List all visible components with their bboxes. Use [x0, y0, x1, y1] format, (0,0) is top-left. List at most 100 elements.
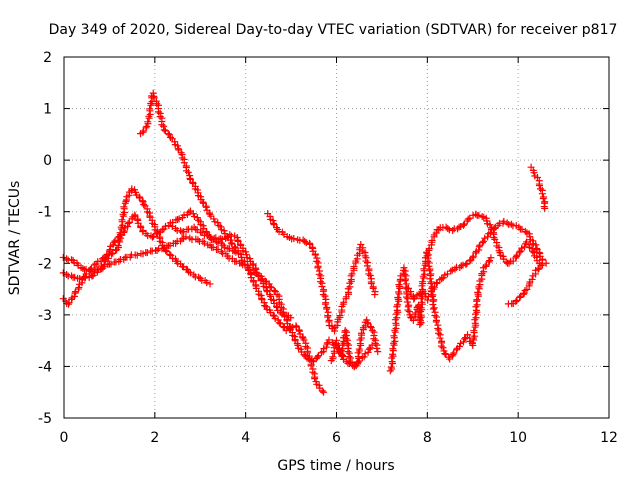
data-point: [362, 257, 370, 265]
data-point: [143, 249, 151, 257]
data-point: [271, 315, 279, 323]
data-point: [432, 280, 440, 288]
data-point: [160, 122, 168, 130]
data-point: [287, 314, 295, 322]
data-point: [314, 264, 322, 272]
data-point: [344, 348, 352, 356]
data-point: [194, 236, 202, 244]
data-point: [124, 219, 132, 227]
data-point: [270, 286, 278, 294]
data-point: [123, 223, 131, 231]
data-point: [205, 232, 213, 240]
data-point: [437, 342, 445, 350]
data-point: [462, 260, 470, 268]
data-point: [85, 267, 93, 275]
data-point: [441, 350, 449, 358]
y-tick-label: -3: [38, 308, 52, 324]
data-point: [432, 318, 440, 326]
data-point: [167, 251, 175, 259]
y-tick-label: 2: [43, 50, 52, 66]
data-point: [71, 273, 79, 281]
series-track-g: [327, 316, 382, 370]
data-point: [308, 356, 316, 364]
data-point: [133, 251, 141, 259]
data-point: [374, 348, 382, 356]
data-point: [118, 216, 126, 224]
data-point: [368, 327, 376, 335]
data-point: [212, 234, 220, 242]
data-point: [485, 258, 493, 266]
data-point: [512, 298, 520, 306]
data-point: [227, 239, 235, 247]
data-point: [541, 204, 549, 212]
data-point: [324, 313, 332, 321]
data-point: [140, 200, 148, 208]
data-point: [318, 387, 326, 395]
data-point: [218, 235, 226, 243]
data-point: [320, 388, 328, 396]
data-point: [231, 243, 239, 251]
data-point: [521, 243, 529, 251]
data-point: [473, 296, 481, 304]
data-point: [182, 233, 190, 241]
data-point: [146, 105, 154, 113]
data-point: [464, 215, 472, 223]
data-point: [142, 124, 150, 132]
data-point: [318, 282, 326, 290]
x-tick-label: 8: [423, 430, 432, 446]
series-track-e: [168, 222, 295, 322]
data-point: [519, 290, 527, 298]
data-point: [166, 250, 174, 258]
data-point: [401, 277, 409, 285]
data-point: [487, 254, 495, 262]
series-track-f: [264, 210, 379, 335]
data-point: [345, 352, 353, 360]
data-point: [321, 300, 329, 308]
data-point: [358, 329, 366, 337]
data-point: [373, 344, 381, 352]
y-tick-label: 1: [43, 102, 52, 118]
data-point: [390, 332, 398, 340]
data-point: [457, 262, 465, 270]
x-tick-label: 4: [241, 430, 250, 446]
data-point: [435, 329, 443, 337]
data-point: [311, 251, 319, 259]
data-point: [203, 279, 211, 287]
data-point: [158, 121, 166, 129]
data-point: [341, 327, 349, 335]
data-point: [532, 241, 540, 249]
grid: [64, 57, 609, 418]
data-point: [512, 253, 520, 261]
data-point: [365, 345, 373, 353]
data-point: [319, 348, 327, 356]
data-point: [323, 340, 331, 348]
data-point: [416, 317, 424, 325]
y-tick-label: -2: [38, 256, 52, 272]
data-point: [340, 298, 348, 306]
data-point: [276, 308, 284, 316]
data-point: [474, 288, 482, 296]
data-point: [521, 227, 529, 235]
data-point: [417, 304, 425, 312]
data-point: [59, 253, 67, 261]
data-point: [516, 293, 524, 301]
data-point: [538, 190, 546, 198]
data-point: [367, 324, 375, 332]
data-point: [153, 246, 161, 254]
data-point: [156, 113, 164, 121]
x-tick-label: 12: [600, 430, 618, 446]
data-point: [387, 363, 395, 371]
data-point: [116, 229, 124, 237]
data-point: [275, 319, 283, 327]
data-point: [410, 295, 418, 303]
series-track-k: [504, 259, 550, 308]
data-point: [280, 310, 288, 318]
data-point: [315, 270, 323, 278]
data-point: [449, 226, 457, 234]
data-point: [135, 193, 143, 201]
data-point: [316, 278, 324, 286]
data-point: [424, 257, 432, 265]
data-point: [444, 224, 452, 232]
data-point: [470, 327, 478, 335]
y-tick-label: -1: [38, 205, 52, 221]
